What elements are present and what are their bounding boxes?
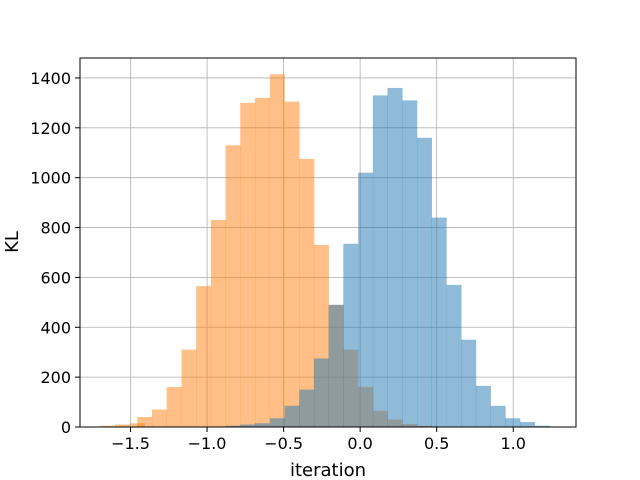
histogram-bar bbox=[343, 243, 359, 427]
x-tick-label: −1.0 bbox=[188, 434, 227, 453]
histogram-bar bbox=[137, 417, 153, 427]
y-axis-label: KL bbox=[2, 231, 23, 253]
x-tick-label: 1.0 bbox=[501, 434, 526, 453]
histogram-bar bbox=[225, 145, 241, 427]
histogram-bar bbox=[402, 100, 418, 427]
histogram-bar bbox=[328, 304, 344, 427]
histogram-bar bbox=[254, 423, 271, 427]
histogram-bar bbox=[461, 339, 477, 427]
histogram-bar bbox=[358, 172, 374, 427]
histogram-bar bbox=[299, 158, 315, 427]
axis-ticks: −1.5 −1.0 −0.5 0.0 0.5 1.0 0 200 400 600 800 1000 12… bbox=[30, 69, 526, 453]
x-tick-label: 0.5 bbox=[424, 434, 449, 453]
histogram-bar bbox=[151, 409, 167, 427]
histogram-bars bbox=[100, 74, 550, 428]
histogram-bar bbox=[505, 418, 521, 427]
histogram-bar bbox=[299, 389, 315, 427]
x-axis-label: iteration bbox=[290, 460, 366, 480]
x-tick-label: −1.5 bbox=[111, 434, 150, 453]
histogram-bar bbox=[269, 418, 285, 427]
histogram-bar bbox=[225, 425, 241, 427]
y-tick-label: 1400 bbox=[30, 69, 71, 88]
histogram-bar bbox=[240, 102, 256, 427]
histogram-bar bbox=[100, 425, 116, 427]
histogram-bar bbox=[387, 87, 403, 428]
histogram-bar bbox=[210, 220, 226, 427]
y-tick-label: 1000 bbox=[30, 169, 71, 188]
y-tick-label: 1200 bbox=[30, 119, 71, 138]
histogram-bar bbox=[284, 405, 300, 427]
histogram-bar bbox=[240, 424, 256, 427]
histogram-bar bbox=[519, 422, 535, 427]
histogram-bar bbox=[181, 349, 197, 427]
y-tick-label: 0 bbox=[61, 418, 71, 437]
histogram-bar bbox=[490, 405, 506, 427]
y-tick-label: 400 bbox=[40, 318, 71, 337]
histogram-bar bbox=[372, 95, 388, 427]
histogram-bar bbox=[196, 286, 212, 427]
histogram-bar bbox=[166, 387, 182, 427]
x-tick-label: −0.5 bbox=[264, 434, 303, 453]
y-tick-label: 800 bbox=[40, 219, 71, 238]
y-tick-label: 200 bbox=[40, 368, 71, 387]
histogram-bar bbox=[269, 74, 285, 427]
histogram-bar bbox=[534, 425, 550, 427]
plot-frame bbox=[79, 57, 577, 428]
histogram-bar bbox=[284, 101, 300, 427]
x-tick-label: 0.0 bbox=[347, 434, 372, 453]
histogram-bar bbox=[313, 358, 329, 427]
histogram-bar bbox=[115, 424, 131, 427]
histogram-bar bbox=[446, 284, 462, 427]
histogram-bar bbox=[254, 97, 271, 427]
histogram-bar bbox=[475, 385, 491, 427]
histogram-bar bbox=[416, 137, 432, 427]
histogram-bar bbox=[431, 217, 447, 427]
y-tick-label: 600 bbox=[40, 268, 71, 287]
